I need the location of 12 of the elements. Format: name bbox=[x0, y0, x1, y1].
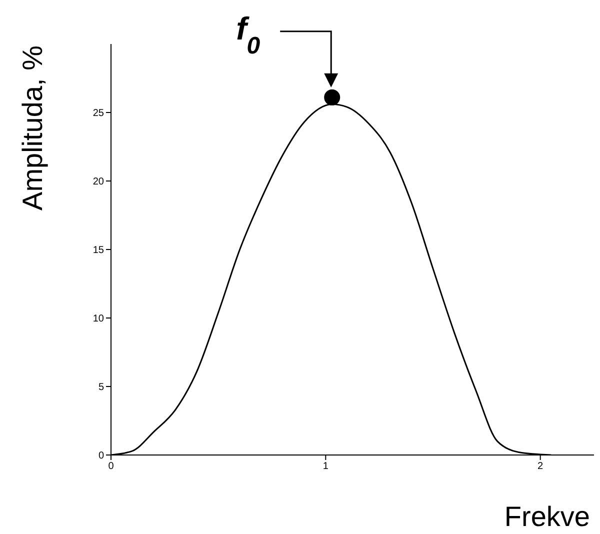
y-tick-label: 10 bbox=[92, 314, 104, 325]
y-tick-label: 20 bbox=[92, 176, 104, 188]
y-tick-label: 25 bbox=[92, 108, 104, 120]
y-tick-label: 0 bbox=[98, 450, 104, 462]
x-tick-label: 0 bbox=[108, 461, 114, 472]
y-tick-label: 5 bbox=[98, 382, 104, 394]
y-tick-label: 15 bbox=[92, 245, 104, 256]
x-tick-label: 1 bbox=[322, 461, 329, 472]
y-axis-title: Amplituda, % bbox=[17, 46, 48, 210]
x-tick-label: 2 bbox=[538, 461, 544, 472]
annotation: f$_{0}$ bbox=[236, 10, 261, 59]
x-axis-title: Frekve bbox=[504, 501, 590, 532]
